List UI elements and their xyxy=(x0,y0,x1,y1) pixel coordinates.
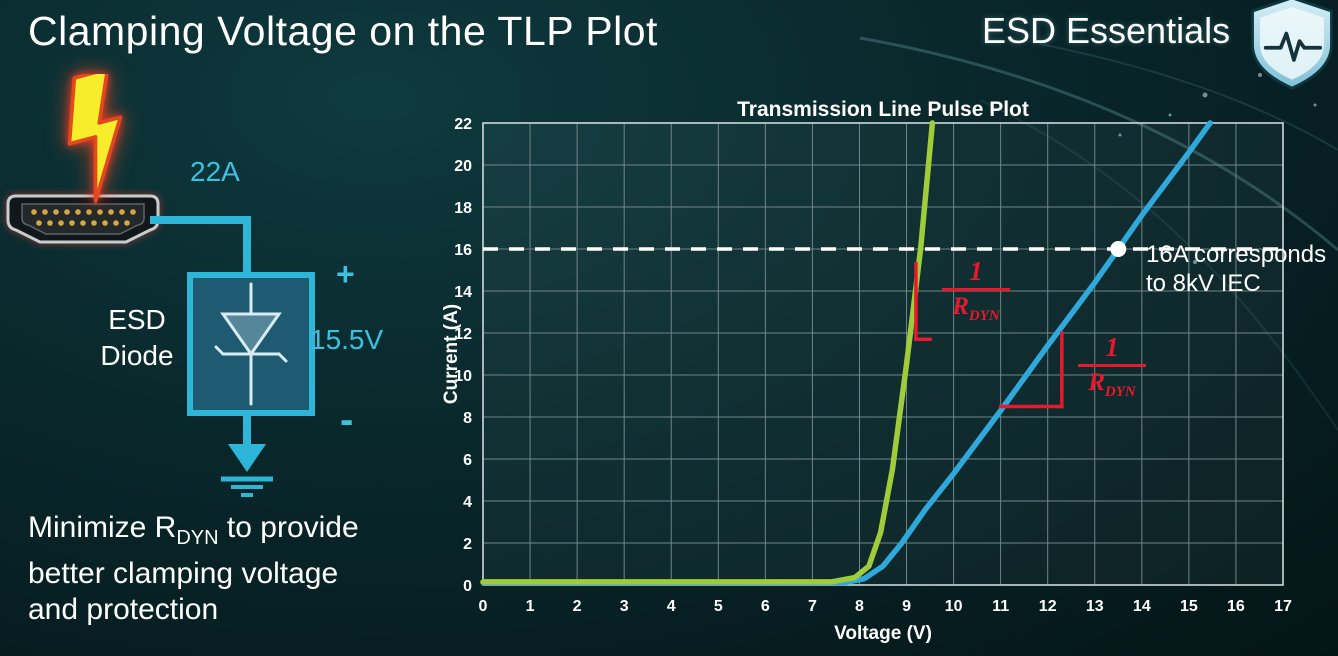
rdyn-numerator: 1 xyxy=(942,256,1010,291)
rdyn-denominator: RDYN xyxy=(952,293,1000,324)
clamping-voltage-label: 15.5V xyxy=(310,324,384,355)
ground-icon xyxy=(221,476,273,497)
shield-pulse-icon xyxy=(1251,0,1333,90)
hdmi-connector-icon xyxy=(6,194,160,244)
note-line2: better clamping voltage xyxy=(28,557,339,590)
marker-annotation-line1: 16A corresponds xyxy=(1146,241,1327,268)
lightning-bolt-icon xyxy=(67,74,123,204)
x-axis-title: Voltage (V) xyxy=(834,623,932,644)
rdyn-denominator: RDYN xyxy=(1088,369,1136,400)
rdyn-annotation-blue: 1 RDYN xyxy=(1078,332,1146,401)
zener-diode-icon xyxy=(214,282,288,406)
component-label-line2: Diode xyxy=(100,340,174,371)
marker-annotation: 16A corresponds to 8kV IEC xyxy=(1146,240,1326,298)
marker-annotation-line2: to 8kV IEC xyxy=(1146,270,1261,297)
brand-title: ESD Essentials xyxy=(982,10,1231,51)
page-title: Clamping Voltage on the TLP Plot xyxy=(28,8,658,54)
rdyn-numerator: 1 xyxy=(1078,332,1146,367)
component-label: ESD Diode xyxy=(85,302,189,374)
note-line3: and protection xyxy=(28,593,219,626)
rdyn-annotation-green: 1 RDYN xyxy=(942,256,1010,325)
esd-diode-box xyxy=(187,272,315,416)
polarity-minus-label: - xyxy=(340,398,354,442)
component-label-line1: ESD xyxy=(108,304,166,335)
note-rdyn-subscript: DYN xyxy=(176,527,219,549)
polarity-plus-label: + xyxy=(336,256,355,292)
takeaway-note: Minimize RDYN to provide better clamping… xyxy=(28,510,359,628)
y-axis-title: Current (A) xyxy=(441,303,462,405)
note-line1-suffix: to provide xyxy=(218,511,359,544)
chart-title: Transmission Line Pulse Plot xyxy=(737,98,1029,121)
current-arrow-icon xyxy=(228,444,266,472)
surge-current-label: 22A xyxy=(190,156,240,187)
note-line1-prefix: Minimize R xyxy=(28,511,177,544)
